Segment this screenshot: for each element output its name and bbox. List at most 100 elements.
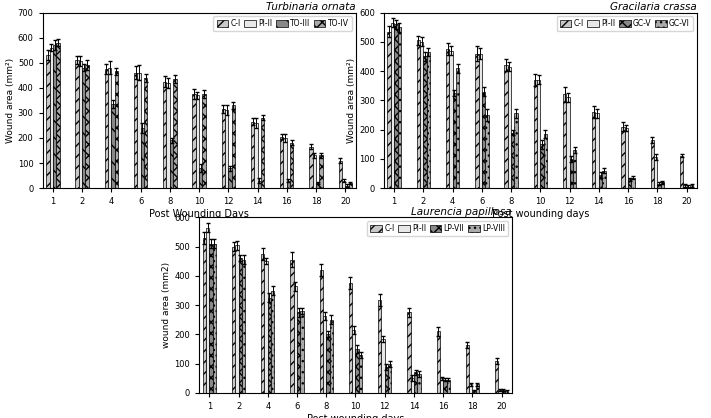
X-axis label: Post wounding days: Post wounding days <box>492 209 589 219</box>
Bar <box>141 128 144 188</box>
Text: Gracilaria crassa: Gracilaria crassa <box>610 2 697 12</box>
Bar <box>356 349 359 393</box>
Bar <box>687 186 690 188</box>
Bar <box>654 158 657 188</box>
Bar <box>300 311 304 393</box>
Y-axis label: Wound area (mm²): Wound area (mm²) <box>6 58 15 143</box>
Bar <box>203 238 206 393</box>
Bar <box>137 73 141 188</box>
Bar <box>257 181 261 188</box>
Text: Turbinaria ornata: Turbinaria ornata <box>266 2 356 12</box>
Bar <box>495 361 498 393</box>
Bar <box>407 313 411 393</box>
Bar <box>537 80 540 188</box>
Bar <box>316 183 319 188</box>
Bar <box>427 52 430 188</box>
Bar <box>388 364 392 393</box>
Bar <box>338 161 342 188</box>
Bar <box>479 54 482 188</box>
Bar <box>657 184 661 188</box>
Bar <box>203 94 205 188</box>
Bar <box>683 185 687 188</box>
Bar <box>680 156 683 188</box>
Bar <box>53 45 56 188</box>
Bar <box>232 105 235 188</box>
Bar <box>255 123 257 188</box>
Bar <box>411 378 414 393</box>
Bar <box>313 155 316 188</box>
Bar <box>563 94 566 188</box>
X-axis label: Post Wounding Days: Post Wounding Days <box>149 209 249 219</box>
Bar <box>453 93 456 188</box>
Bar <box>378 300 381 393</box>
Bar <box>414 372 417 393</box>
Bar <box>251 122 255 188</box>
Bar <box>79 61 82 188</box>
Bar <box>319 155 323 188</box>
Bar <box>75 60 79 188</box>
Bar <box>447 380 450 393</box>
Bar <box>108 68 112 188</box>
Bar <box>232 247 235 393</box>
Bar <box>261 118 264 188</box>
Bar <box>50 48 53 188</box>
Bar <box>573 150 577 188</box>
Bar <box>508 66 511 188</box>
Bar <box>330 320 333 393</box>
Bar <box>290 260 294 393</box>
Bar <box>326 334 330 393</box>
Bar <box>112 104 114 188</box>
Bar <box>46 55 50 188</box>
Bar <box>391 23 394 188</box>
Bar <box>387 32 391 188</box>
Bar <box>469 384 472 393</box>
Bar <box>631 178 635 188</box>
Bar <box>235 245 239 393</box>
Bar <box>443 380 447 393</box>
Y-axis label: Wound area (mm²): Wound area (mm²) <box>347 58 356 143</box>
Bar <box>690 185 693 188</box>
Bar <box>475 54 479 188</box>
Bar <box>261 254 264 393</box>
Bar <box>511 133 515 188</box>
Bar <box>596 113 599 188</box>
Bar <box>651 140 654 188</box>
Bar <box>85 65 89 188</box>
Bar <box>173 79 176 188</box>
Bar <box>381 339 385 393</box>
Bar <box>592 112 596 188</box>
Bar <box>466 344 469 393</box>
Bar <box>196 95 199 188</box>
Bar <box>287 181 290 188</box>
Bar <box>349 283 352 393</box>
Bar <box>566 97 570 188</box>
Bar <box>621 127 625 188</box>
Bar <box>290 143 294 188</box>
Legend: C-I, PI-II, GC-V, GC-VI: C-I, PI-II, GC-V, GC-VI <box>557 16 693 31</box>
Bar <box>346 186 348 188</box>
Bar <box>213 244 216 393</box>
Bar <box>134 73 137 188</box>
Bar <box>502 390 505 393</box>
Bar <box>394 24 397 188</box>
Bar <box>628 179 631 188</box>
Bar <box>397 27 401 188</box>
Bar <box>661 182 664 188</box>
Bar <box>449 51 453 188</box>
Bar <box>420 42 424 188</box>
Bar <box>170 140 173 188</box>
Bar <box>56 43 60 188</box>
Bar <box>209 244 213 393</box>
Bar <box>144 78 147 188</box>
Bar <box>206 227 209 393</box>
Bar <box>284 138 287 188</box>
Bar <box>222 109 225 188</box>
Bar <box>114 71 118 188</box>
X-axis label: Post wounding days: Post wounding days <box>307 414 404 418</box>
Bar <box>498 390 502 393</box>
Bar <box>534 80 537 188</box>
Bar <box>193 94 196 188</box>
Bar <box>472 391 476 393</box>
Bar <box>482 92 485 188</box>
Bar <box>294 286 297 393</box>
